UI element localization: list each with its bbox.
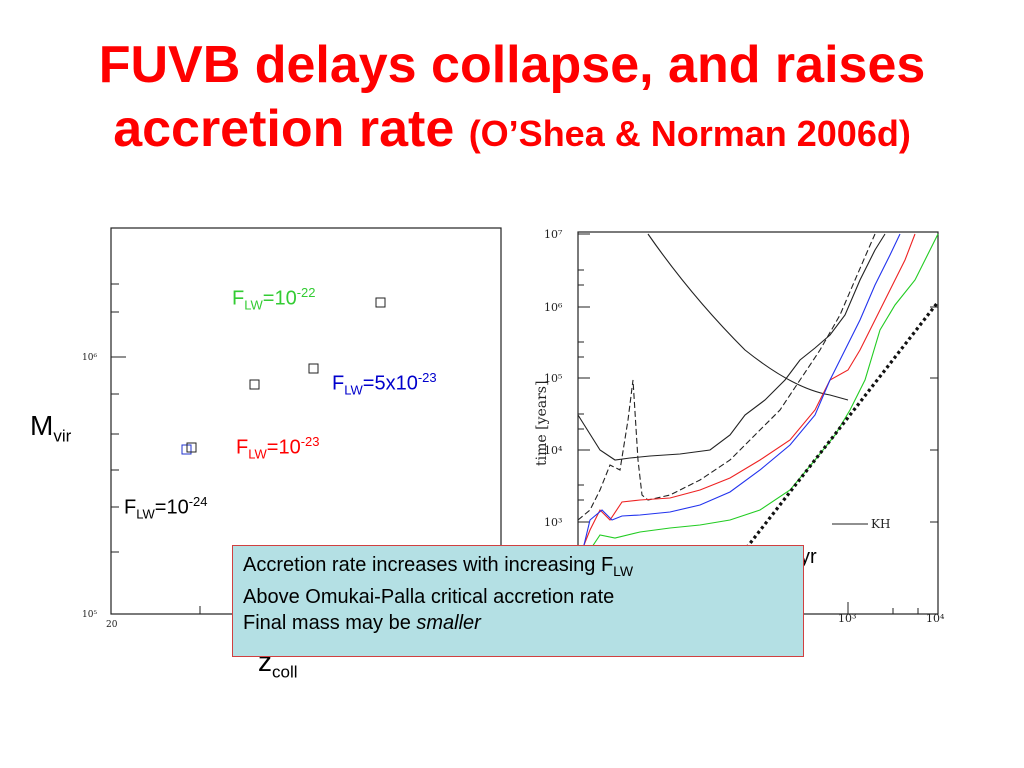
slide-title: FUVB delays collapse, and raises (0, 34, 1024, 96)
annotation-flw-1e-22: FLW=10-22 (232, 285, 316, 313)
slide-title-line-2: accretion rate (O’Shea & Norman 2006d) (0, 98, 1024, 165)
right-x-tick-1e4: 10⁴ (926, 612, 945, 625)
annotation-flw-1e-23: FLW=10-23 (236, 434, 320, 462)
legend-kh-label: KH (871, 517, 890, 531)
right-y-tick-1e4: 10⁴ (544, 444, 563, 457)
curve-green (577, 233, 939, 591)
callout-box: Accretion rate increases with increasing… (232, 545, 804, 657)
left-x-tick-left: 20 (106, 620, 118, 630)
curve-red (577, 233, 916, 561)
left-y-tick-bottom: 10⁵ (82, 610, 97, 620)
callout-line-3: Final mass may be smaller (243, 612, 481, 634)
curve-black-dashed (577, 233, 876, 521)
data-point (186, 442, 197, 453)
data-point (375, 297, 386, 308)
legend-partial-label: yr (800, 546, 817, 568)
curve-blue (577, 233, 901, 571)
curve-black-solid (577, 233, 886, 461)
title-line-1: FUVB delays collapse, and raises (98, 36, 926, 94)
callout-line-2: Above Omukai-Palla critical accretion ra… (243, 586, 615, 608)
annotation-flw-5e-23: FLW=5x10-23 (332, 370, 437, 398)
curve-kh (647, 233, 849, 401)
right-x-tick-1e3: 10³ (838, 612, 856, 625)
right-y-tick-1e5: 10⁵ (544, 372, 562, 385)
left-y-tick-top: 10⁶ (82, 353, 97, 363)
data-point (308, 363, 319, 374)
right-y-axis-label: time [years] (534, 381, 550, 466)
data-point (249, 379, 260, 390)
title-reference: (O’Shea & Norman 2006d) (468, 113, 911, 154)
right-y-tick-1e3: 10³ (544, 516, 562, 529)
annotation-flw-1e-24: FLW=10-24 (124, 494, 208, 522)
left-y-axis-label: Mvir (30, 410, 72, 446)
title-line-2: accretion rate (113, 100, 455, 158)
callout-line-1: Accretion rate increases with increasing… (243, 554, 634, 579)
right-y-tick-1e6: 10⁶ (544, 301, 563, 314)
right-y-tick-1e7: 10⁷ (544, 228, 563, 241)
